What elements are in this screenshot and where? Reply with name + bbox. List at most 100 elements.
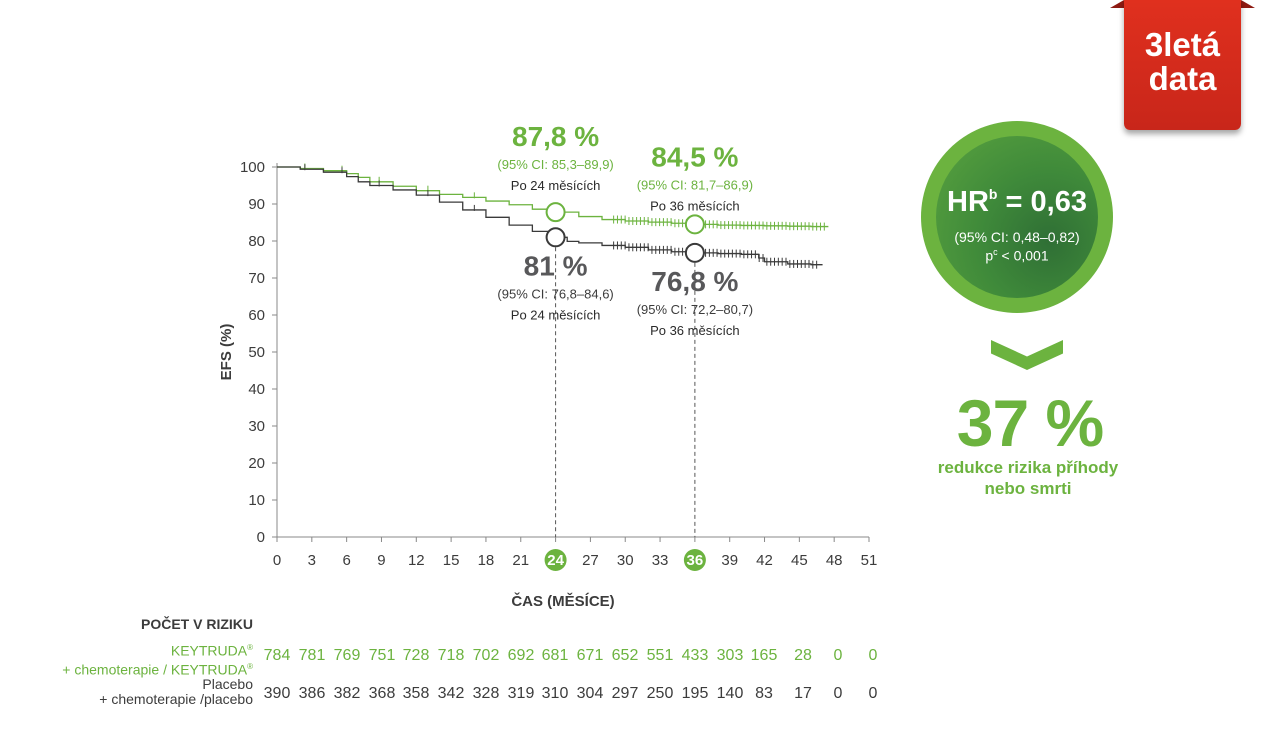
risk-reduction-description: redukce rizika příhody nebo smrti xyxy=(918,457,1138,499)
placebo-annotation-label: Po 24 měsících xyxy=(511,307,601,322)
keytruda-risk-cell: 0 xyxy=(868,647,878,664)
y-tick-label: 20 xyxy=(248,455,265,472)
placebo-risk-cell: 0 xyxy=(833,685,843,702)
y-tick-label: 10 xyxy=(248,492,265,509)
placebo-risk-cell: 140 xyxy=(716,685,744,702)
keytruda-risk-cell: 769 xyxy=(333,647,361,664)
ribbon-fold-left xyxy=(1110,0,1124,8)
keytruda-risk-cell: 551 xyxy=(646,647,674,664)
x-tick-label: 9 xyxy=(377,552,385,569)
keytruda-row-label: KEYTRUDA® + chemoterapie / KEYTRUDA® xyxy=(62,642,253,678)
ribbon-fold-right xyxy=(1241,0,1255,8)
placebo-marker xyxy=(545,227,566,248)
hazard-ratio-circle: HRb = 0,63 (95% CI: 0,48–0,82) pc < 0,00… xyxy=(921,121,1113,313)
y-tick-label: 30 xyxy=(248,418,265,435)
placebo-annotation-label: Po 36 měsících xyxy=(650,323,740,338)
placebo-risk-cell: 368 xyxy=(368,685,396,702)
y-tick-label: 100 xyxy=(240,159,265,176)
placebo-risk-cell: 17 xyxy=(794,685,812,702)
y-tick-label: 60 xyxy=(248,307,265,324)
placebo-risk-cell: 250 xyxy=(646,685,674,702)
placebo-risk-cell: 342 xyxy=(437,685,465,702)
three-year-data-badge: 3letá data xyxy=(1124,0,1241,130)
keytruda-risk-cell: 652 xyxy=(611,647,639,664)
x-tick-label: 39 xyxy=(721,552,738,569)
keytruda-risk-cell: 692 xyxy=(507,647,535,664)
keytruda-risk-cell: 718 xyxy=(437,647,465,664)
placebo-annotation-value: 81 % xyxy=(524,250,588,281)
x-tick-label: 45 xyxy=(791,552,808,569)
keytruda-risk-cell: 433 xyxy=(681,647,709,664)
keytruda-risk-cell: 681 xyxy=(541,647,569,664)
placebo-risk-cell: 297 xyxy=(611,685,639,702)
y-tick-label: 50 xyxy=(248,344,265,361)
x-tick-label: 12 xyxy=(408,552,425,569)
y-tick-label: 0 xyxy=(257,529,265,546)
placebo-risk-cell: 195 xyxy=(681,685,709,702)
keytruda-risk-cell: 165 xyxy=(750,647,778,664)
keytruda-annotation-ci: (95% CI: 85,3–89,9) xyxy=(497,157,613,172)
placebo-risk-cell: 0 xyxy=(868,685,878,702)
keytruda-risk-cell: 728 xyxy=(402,647,430,664)
x-tick-label: 51 xyxy=(861,552,878,569)
keytruda-risk-cell: 781 xyxy=(298,647,326,664)
hazard-ratio-value: HRb = 0,63 xyxy=(947,186,1087,218)
y-tick-label: 70 xyxy=(248,270,265,287)
x-tick-label: 6 xyxy=(342,552,350,569)
x-tick-label: 0 xyxy=(273,552,281,569)
keytruda-risk-cell: 0 xyxy=(833,647,843,664)
hazard-ratio-inner: HRb = 0,63 (95% CI: 0,48–0,82) pc < 0,00… xyxy=(936,136,1098,298)
x-tick-label: 42 xyxy=(756,552,773,569)
x-tick-label: 24 xyxy=(547,552,564,569)
x-tick-label: 18 xyxy=(478,552,495,569)
keytruda-risk-cell: 751 xyxy=(368,647,396,664)
p-value: pc < 0,001 xyxy=(985,247,1049,264)
x-tick-label: 36 xyxy=(687,552,704,569)
x-tick-label: 21 xyxy=(512,552,529,569)
keytruda-risk-cell: 671 xyxy=(576,647,604,664)
placebo-risk-cell: 310 xyxy=(541,685,569,702)
placebo-marker xyxy=(684,242,705,263)
placebo-risk-cell: 83 xyxy=(755,685,773,702)
x-tick-highlight xyxy=(544,549,567,571)
placebo-risk-cell: 304 xyxy=(576,685,604,702)
placebo-row-label: Placebo + chemoterapie /placebo xyxy=(99,676,253,707)
x-axis-title: ČAS (MĚSÍCE) xyxy=(511,592,614,610)
x-tick-label: 15 xyxy=(443,552,460,569)
risk-reduction-line-1: redukce rizika příhody xyxy=(937,458,1119,477)
hazard-ratio-ci: (95% CI: 0,48–0,82) xyxy=(954,229,1080,245)
x-tick-label: 3 xyxy=(308,552,316,569)
keytruda-series-line xyxy=(277,166,829,228)
placebo-risk-cell: 386 xyxy=(298,685,326,702)
keytruda-risk-cell: 28 xyxy=(794,647,812,664)
placebo-risk-cell: 358 xyxy=(402,685,430,702)
keytruda-annotation-value: 84,5 % xyxy=(651,141,738,172)
keytruda-marker xyxy=(684,214,705,235)
chevron-down-icon xyxy=(991,340,1063,370)
risk-table-title: POČET V RIZIKU xyxy=(140,616,253,632)
y-tick-label: 80 xyxy=(248,233,265,250)
placebo-risk-cell: 390 xyxy=(263,685,291,702)
badge-line-1: 3letá xyxy=(1144,26,1221,63)
placebo-risk-cell: 319 xyxy=(507,685,535,702)
placebo-annotation-ci: (95% CI: 72,2–80,7) xyxy=(637,302,753,317)
placebo-annotation-value: 76,8 % xyxy=(651,266,738,297)
x-tick-label: 33 xyxy=(652,552,669,569)
x-tick-highlight xyxy=(683,549,706,571)
placebo-annotation-ci: (95% CI: 76,8–84,6) xyxy=(497,286,613,301)
keytruda-annotation-ci: (95% CI: 81,7–86,9) xyxy=(637,177,753,192)
keytruda-annotation-label: Po 24 měsících xyxy=(511,178,601,193)
risk-reduction-value: 37 % xyxy=(956,386,1104,460)
badge-line-2: data xyxy=(1148,60,1217,97)
y-tick-label: 90 xyxy=(248,196,265,213)
keytruda-annotation-value: 87,8 % xyxy=(512,121,599,152)
keytruda-risk-cell: 303 xyxy=(716,647,744,664)
x-tick-label: 30 xyxy=(617,552,634,569)
keytruda-annotation-label: Po 36 měsících xyxy=(650,198,740,213)
keytruda-risk-cell: 702 xyxy=(472,647,500,664)
placebo-risk-cell: 328 xyxy=(472,685,500,702)
x-tick-label: 48 xyxy=(826,552,843,569)
keytruda-risk-cell: 784 xyxy=(263,647,291,664)
y-axis-title: EFS (%) xyxy=(218,324,235,381)
